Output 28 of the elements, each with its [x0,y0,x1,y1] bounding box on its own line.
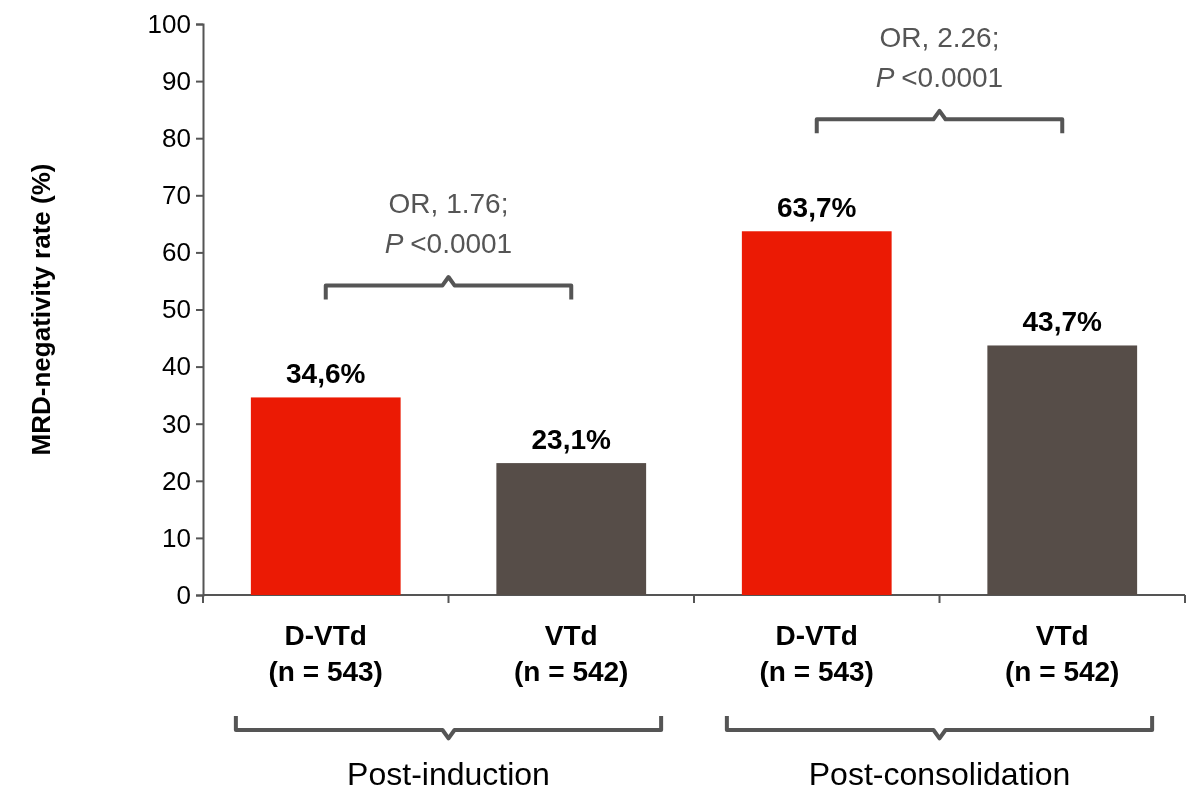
annotation: OR, 2.26; P <0.0001 [875,22,1004,94]
y-tick-label: 90 [162,65,191,96]
y-tick-label: 40 [162,351,191,382]
data-label: 34,6% [286,358,366,390]
x-tick-label: D-VTd (n = 543) [759,620,874,687]
y-tick-label: 100 [147,8,191,39]
y-tick-label: 50 [162,294,191,325]
x-tick-label: D-VTd (n = 543) [268,620,383,687]
y-tick-label: 30 [162,408,191,439]
y-tick-label: 0 [176,579,191,610]
y-tick-label: 70 [162,180,191,211]
text: Post-consolidation [808,756,1071,792]
x-tick-label: VTd (n = 542) [514,620,629,687]
bar [741,231,892,595]
text: Post-induction [347,756,550,792]
y-tick-label: 80 [162,123,191,154]
bar [496,463,647,595]
data-label: 63,7% [777,192,857,224]
bar [250,397,401,595]
y-axis-title: MRD-negativity rate (%) [26,163,56,456]
y-tick-label: 20 [162,465,191,496]
bar [987,345,1138,595]
data-label: 43,7% [1022,306,1103,338]
y-tick-label: 60 [162,237,191,268]
y-tick-label: 10 [162,522,191,553]
x-tick-label: VTd (n = 542) [1005,620,1120,687]
annotation: OR, 1.76; P <0.0001 [384,188,513,260]
data-label: 23,1% [531,424,612,456]
